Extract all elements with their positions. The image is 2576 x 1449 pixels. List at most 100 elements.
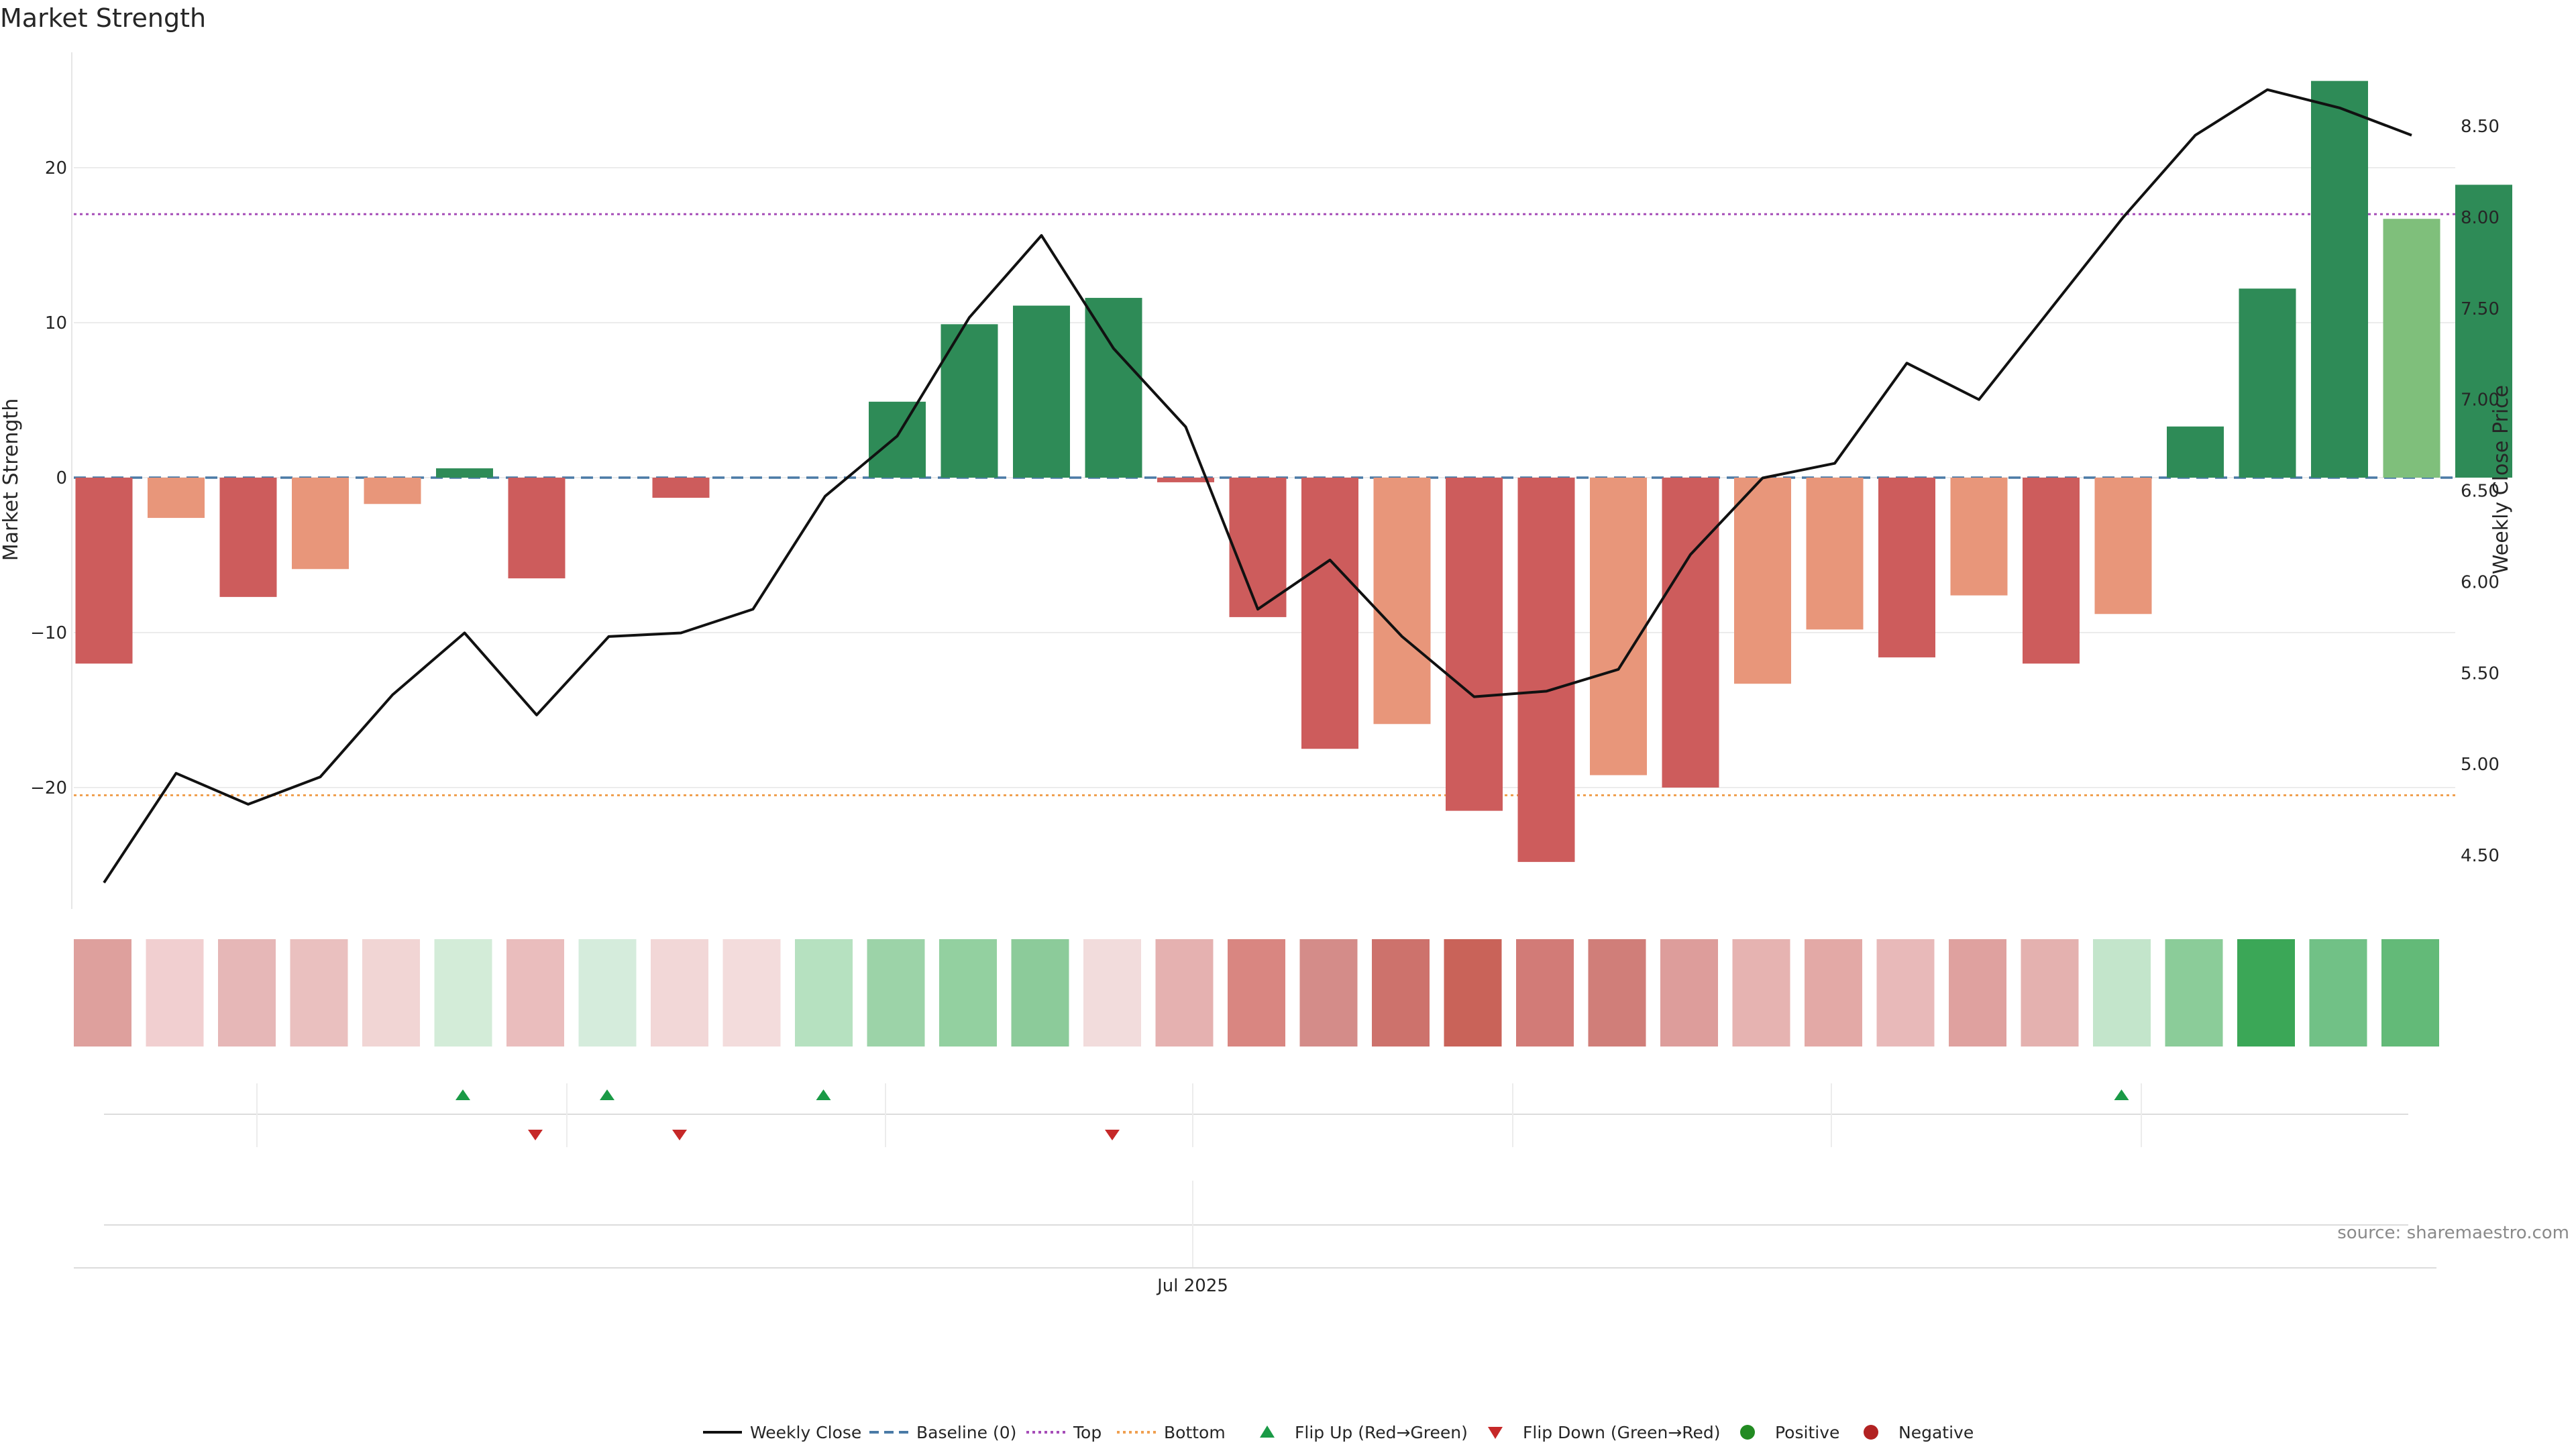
strength-bar (1590, 478, 1647, 775)
heat-cell (939, 939, 997, 1046)
strength-bar (2094, 478, 2152, 614)
heat-cell (74, 939, 131, 1046)
strength-bar (1301, 478, 1358, 749)
legend-label: Baseline (0) (916, 1423, 1016, 1442)
heat-cell (2021, 939, 2079, 1046)
flip-down-marker (528, 1130, 543, 1140)
y-tick-label: 20 (45, 158, 67, 178)
strength-bar (941, 324, 998, 478)
strength-bar (2239, 288, 2296, 478)
heat-cell (2093, 939, 2151, 1046)
heat-cell (867, 939, 925, 1046)
y2-tick-label: 7.00 (2461, 390, 2500, 411)
y-tick-label: 10 (45, 313, 67, 333)
strength-bar (148, 478, 205, 519)
heat-cell (1876, 939, 1935, 1046)
strength-heatmap-strip (74, 939, 2439, 1046)
heat-cell (1588, 939, 1646, 1046)
legend-label: Positive (1775, 1423, 1839, 1442)
y-tick-label: −10 (30, 623, 67, 643)
strength-bar (1229, 478, 1287, 617)
heat-cell (506, 939, 564, 1046)
heat-cell (218, 939, 276, 1046)
heat-cell (651, 939, 708, 1046)
strength-bar (1373, 478, 1431, 724)
y2-axis-label: Weekly Close Price (2489, 385, 2513, 574)
strength-bar (1806, 478, 1864, 630)
heat-cell (1011, 939, 1069, 1046)
heat-cell (2165, 939, 2223, 1046)
strength-bar (1157, 478, 1214, 482)
legend-label: Bottom (1164, 1423, 1226, 1442)
heat-cell (578, 939, 637, 1046)
flip-down-marker (1105, 1130, 1120, 1140)
legend-swatch (1260, 1426, 1275, 1438)
y-axis-label: Market Strength (0, 398, 23, 561)
weekly-close-series (103, 88, 2412, 883)
strength-bar (652, 478, 710, 498)
y2-axis-ticks: 8.50 8.00 7.50 7.00 6.50 6.00 5.50 5.00 4.50 (2461, 117, 2500, 866)
strength-bar (1950, 478, 2008, 596)
x-tick-label: Jul 2025 (1156, 1276, 1228, 1296)
strength-bar (2167, 426, 2224, 478)
heat-cell (1660, 939, 1718, 1046)
strength-bar (2383, 219, 2440, 478)
strength-bar (1446, 478, 1503, 811)
flip-markers-panel (104, 1083, 2408, 1147)
y2-tick-label: 5.50 (2461, 663, 2500, 684)
strength-bar (2311, 80, 2368, 478)
heat-cell (434, 939, 492, 1046)
heat-cell (1805, 939, 1862, 1046)
strength-bar (1662, 478, 1719, 788)
strength-bar (2023, 478, 2080, 664)
flip-up-marker (600, 1089, 614, 1100)
legend-swatch (1488, 1427, 1503, 1439)
strength-bar (75, 478, 133, 664)
heat-cell (1444, 939, 1502, 1046)
flip-down-marker (672, 1130, 687, 1140)
strength-bar (1085, 298, 1142, 478)
y2-tick-label: 8.00 (2461, 208, 2500, 228)
y2-tick-label: 4.50 (2461, 846, 2500, 866)
heat-cell (1299, 939, 1358, 1046)
heat-cell (1155, 939, 1214, 1046)
strength-bar (1734, 478, 1791, 684)
heat-cell (2309, 939, 2367, 1046)
heat-cell (1372, 939, 1430, 1046)
heat-cell (1083, 939, 1141, 1046)
heat-cell (1228, 939, 1285, 1046)
y-axis-ticks: 20 10 0 −20 −10 (30, 158, 67, 798)
strength-bar (1878, 478, 1935, 657)
strength-bar (292, 478, 349, 570)
heat-cell (290, 939, 348, 1046)
y2-tick-label: 8.50 (2461, 117, 2500, 137)
strength-bar (2455, 184, 2512, 478)
flip-up-marker (816, 1089, 831, 1100)
heat-cell (146, 939, 204, 1046)
y2-tick-label: 6.50 (2461, 482, 2500, 502)
y-tick-label: 0 (56, 468, 67, 488)
heat-cell (2237, 939, 2295, 1046)
strength-bar (436, 468, 493, 478)
strength-bar (364, 478, 421, 504)
y2-tick-label: 7.50 (2461, 299, 2500, 319)
legend-label: Weekly Close (750, 1423, 861, 1442)
heat-cell (1732, 939, 1790, 1046)
legend-label: Flip Down (Green→Red) (1523, 1423, 1721, 1442)
source-note: source: sharemaestro.com (2337, 1223, 2569, 1243)
y-tick-label: −20 (30, 778, 67, 798)
legend-label: Top (1073, 1423, 1102, 1442)
legend: Weekly Close Baseline (0) Top Bottom Flip Up… (703, 1423, 1974, 1442)
strength-bar (1013, 305, 1070, 478)
legend-label: Flip Up (Red→Green) (1295, 1423, 1468, 1442)
chart-title: Market Strength (0, 3, 206, 33)
heat-cell (1949, 939, 2006, 1046)
heat-cell (2381, 939, 2439, 1046)
y2-tick-label: 5.00 (2461, 755, 2500, 775)
strength-bar (869, 401, 926, 478)
bars (75, 80, 2512, 862)
legend-swatch (1864, 1425, 1878, 1440)
flip-up-marker (2114, 1089, 2129, 1100)
heat-cell (722, 939, 781, 1046)
